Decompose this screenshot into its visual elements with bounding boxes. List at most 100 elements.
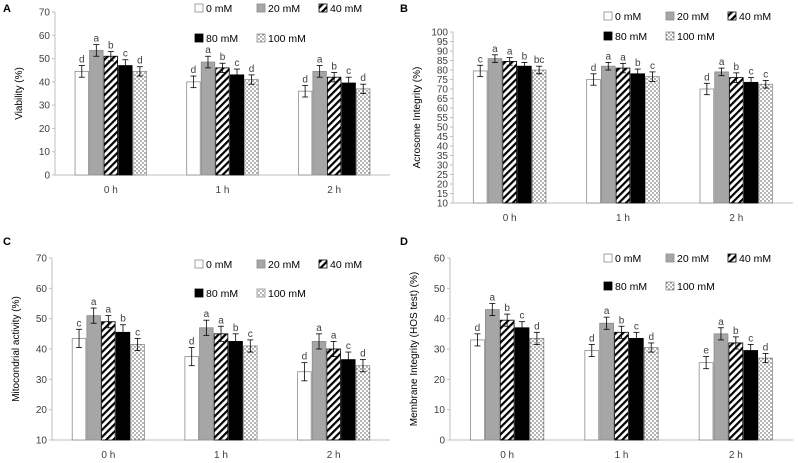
significance-letter: a — [218, 315, 224, 326]
y-tick-label: 20 — [39, 124, 51, 135]
y-tick-label: 95 — [437, 37, 449, 48]
significance-letter: a — [507, 47, 513, 58]
significance-letter: e — [703, 346, 709, 357]
significance-letter: c — [248, 329, 253, 340]
legend-label: 80 mM — [206, 33, 238, 45]
y-tick-label: 0 — [44, 171, 50, 182]
significance-letter: c — [748, 333, 753, 344]
legend-label: 40 mM — [330, 3, 362, 15]
significance-letter: a — [490, 293, 496, 304]
y-tick-label: 60 — [434, 254, 446, 265]
y-tick-label: 10 — [36, 436, 48, 447]
panel-letter: C — [3, 236, 11, 248]
significance-letter: c — [520, 311, 525, 322]
legend-label: 20 mM — [677, 253, 709, 265]
bar — [356, 88, 371, 176]
y-tick-label: 30 — [39, 101, 51, 112]
bar — [584, 350, 600, 441]
bar — [229, 74, 245, 176]
panel-letter: A — [3, 3, 11, 15]
bar — [132, 70, 148, 176]
y-tick-label: 60 — [36, 284, 48, 295]
legend-swatch — [256, 288, 266, 298]
significance-letter: a — [718, 317, 724, 328]
bar — [326, 348, 341, 441]
significance-letter: a — [604, 306, 610, 317]
legend-label: 0 mM — [615, 11, 641, 23]
bar — [645, 76, 660, 204]
y-tick-label: 40 — [36, 345, 48, 356]
bar — [327, 76, 342, 176]
bar — [698, 362, 714, 441]
y-tick-label: 30 — [36, 375, 48, 386]
significance-letter: c — [235, 58, 240, 69]
legend-swatch — [665, 31, 675, 41]
significance-letter: c — [749, 67, 754, 78]
y-tick-label: 25 — [437, 170, 449, 181]
bar — [341, 82, 356, 176]
bar — [215, 67, 230, 176]
bar — [586, 79, 601, 204]
y-tick-label: 50 — [36, 314, 48, 325]
y-tick-label: 10 — [434, 405, 446, 416]
bar — [758, 83, 774, 204]
legend-swatch — [318, 259, 328, 269]
significance-letter: a — [91, 297, 97, 308]
significance-letter: c — [650, 61, 655, 72]
significance-letter: d — [763, 343, 769, 354]
significance-letter: a — [605, 51, 611, 62]
panel-d: D 0 10 20 30 40 50 60 Membrane Integrity (HOS te… — [400, 236, 793, 461]
panel-letter: D — [400, 236, 408, 248]
significance-letter: a — [492, 44, 498, 55]
bar — [743, 81, 759, 204]
legend-swatch — [194, 33, 204, 43]
y-axis-title: Membrane Integrity (HOS test) (%) — [409, 272, 420, 426]
x-tick-label: 1 h — [214, 450, 228, 461]
y-tick-label: 20 — [434, 375, 446, 386]
x-tick-label: 1 h — [615, 450, 629, 461]
bar — [118, 65, 133, 176]
legend-swatch — [194, 3, 204, 13]
significance-letter: a — [620, 52, 626, 63]
significance-letter: d — [704, 72, 710, 83]
bar — [529, 337, 545, 441]
y-tick-label: 30 — [434, 345, 446, 356]
y-axis-title: Acrosome Integrity (%) — [412, 67, 423, 169]
y-tick-label: 15 — [437, 189, 449, 200]
bar — [599, 322, 614, 441]
bar — [728, 342, 744, 441]
y-tick-label: 70 — [39, 8, 51, 19]
y-tick-label: 70 — [36, 254, 48, 265]
significance-letter: b — [233, 323, 239, 334]
x-tick-label: 2 h — [327, 450, 341, 461]
bar — [514, 327, 530, 441]
y-tick-label: 85 — [437, 56, 449, 67]
bar — [243, 345, 258, 441]
significance-letter: a — [317, 55, 323, 66]
y-tick-label: 60 — [437, 104, 449, 115]
y-tick-label: 30 — [437, 161, 449, 172]
significance-letter: d — [360, 349, 366, 360]
significance-letter: a — [204, 309, 210, 320]
legend-label: 100 mM — [677, 281, 715, 293]
legend-label: 20 mM — [268, 259, 300, 271]
legend-swatch — [194, 288, 204, 298]
significance-letter: c — [346, 66, 351, 77]
y-axis-title: Mitocondrial activity (%) — [11, 296, 22, 402]
significance-letter: a — [94, 34, 100, 45]
significance-letter: bc — [534, 55, 545, 66]
significance-letter: d — [475, 323, 481, 334]
bar — [101, 321, 116, 441]
legend-label: 40 mM — [330, 259, 362, 271]
panel-b: B101520253035404550556065707580859095100… — [400, 3, 793, 224]
significance-letter: d — [648, 332, 654, 343]
significance-letter: d — [589, 333, 595, 344]
bar — [115, 331, 131, 441]
significance-letter: d — [360, 73, 366, 84]
legend-label: 80 mM — [615, 31, 647, 43]
bar — [228, 341, 243, 441]
significance-letter: a — [316, 323, 322, 334]
bar — [502, 61, 517, 204]
bar — [312, 70, 327, 176]
